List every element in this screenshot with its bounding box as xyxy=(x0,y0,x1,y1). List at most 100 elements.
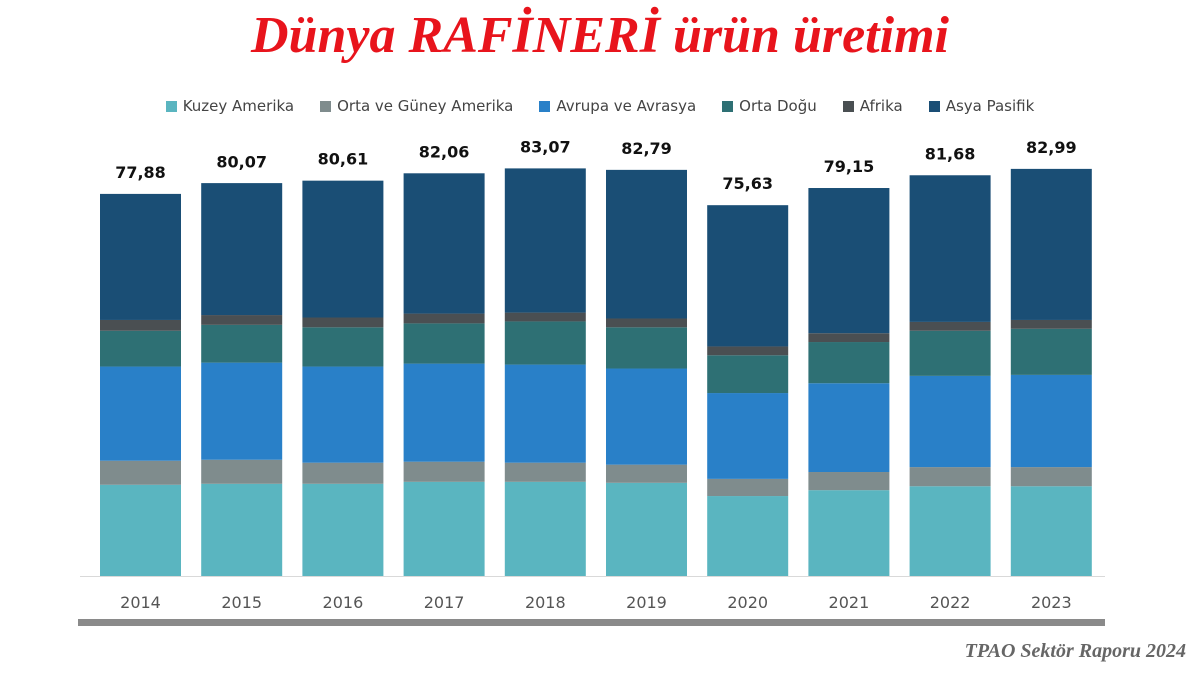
bar-segment xyxy=(302,483,384,576)
chart-title: Dünya RAFİNERİ ürün üretimi xyxy=(251,7,949,64)
bar-segment xyxy=(1010,467,1092,487)
legend-item: Kuzey Amerika xyxy=(165,97,295,115)
total-label: 82,06 xyxy=(419,142,470,161)
bar-segment xyxy=(808,342,890,384)
bar-segment xyxy=(201,315,283,325)
bar-segment xyxy=(808,333,890,343)
bar-segment xyxy=(100,330,181,367)
legend-swatch xyxy=(165,100,177,112)
bar-segment xyxy=(808,188,890,334)
bar-segment xyxy=(504,168,586,313)
bar-segment xyxy=(302,366,384,463)
bar-segment xyxy=(504,462,586,482)
bar-segment xyxy=(201,362,283,460)
total-label: 82,99 xyxy=(1026,138,1077,157)
bar-segment xyxy=(808,383,890,473)
legend-swatch xyxy=(928,100,940,112)
x-tick-label: 2021 xyxy=(829,593,870,612)
divider xyxy=(78,619,1105,626)
bar-segment xyxy=(100,460,181,485)
bar-segment xyxy=(504,364,586,463)
total-label: 82,79 xyxy=(621,139,672,158)
bar-segment xyxy=(707,355,789,394)
x-tick-label: 2015 xyxy=(221,593,262,612)
bar-segment xyxy=(606,169,687,319)
legend-item: Avrupa ve Avrasya xyxy=(539,97,696,115)
bar-segment xyxy=(302,180,384,318)
x-tick-label: 2018 xyxy=(525,593,566,612)
bar-segment xyxy=(909,467,991,487)
bar-segment xyxy=(909,175,991,322)
bar-segment xyxy=(707,496,789,576)
bar-segment xyxy=(909,486,991,576)
bar-segment xyxy=(909,375,991,468)
bar-segment xyxy=(707,393,789,479)
x-tick-label: 2017 xyxy=(424,593,465,612)
total-label: 83,07 xyxy=(520,138,571,157)
legend-item: Afrika xyxy=(842,97,903,115)
bar-segment xyxy=(504,481,586,576)
total-label: 77,88 xyxy=(115,163,166,182)
x-tick-label: 2022 xyxy=(930,593,971,612)
source-note: TPAO Sektör Raporu 2024 xyxy=(964,640,1186,662)
bar-segment xyxy=(1010,374,1092,468)
legend: Kuzey Amerika Orta ve Güney Amerika Avrupa… xyxy=(0,97,1200,115)
bar-segment xyxy=(1010,168,1092,320)
legend-swatch xyxy=(320,100,332,112)
x-tick-label: 2014 xyxy=(120,593,161,612)
x-tick-label: 2020 xyxy=(727,593,768,612)
bar-segment xyxy=(1010,328,1092,375)
bar-segment xyxy=(403,313,485,324)
total-label: 75,63 xyxy=(722,174,773,193)
bar-segment xyxy=(302,317,384,328)
bar-segment xyxy=(808,472,890,491)
legend-label: Orta ve Güney Amerika xyxy=(337,97,514,115)
bar-segment xyxy=(504,321,586,365)
bar-segment xyxy=(100,484,181,576)
bar-segment xyxy=(201,459,283,484)
legend-label: Asya Pasifik xyxy=(945,97,1035,115)
legend-swatch xyxy=(722,100,734,112)
bar-segment xyxy=(504,312,586,322)
bar-segment xyxy=(707,478,789,497)
bar-segment xyxy=(606,482,687,576)
bar-segment xyxy=(606,327,687,369)
bar-segment xyxy=(403,461,485,482)
bar-segment xyxy=(707,205,789,347)
bar-segment xyxy=(100,366,181,461)
bar-segment xyxy=(606,464,687,483)
total-label: 80,61 xyxy=(318,150,369,169)
bar-segment xyxy=(100,319,181,331)
x-tick-label: 2023 xyxy=(1031,593,1072,612)
legend-swatch xyxy=(539,100,551,112)
legend-item: Asya Pasifik xyxy=(928,97,1035,115)
bar-segment xyxy=(201,324,283,363)
total-label: 81,68 xyxy=(925,144,976,163)
total-label: 80,07 xyxy=(216,152,267,171)
bar-segment xyxy=(201,483,283,576)
bar-segment xyxy=(403,323,485,364)
bar-segment xyxy=(909,321,991,331)
bar-segment xyxy=(808,490,890,576)
bar-segment xyxy=(606,368,687,465)
legend-label: Avrupa ve Avrasya xyxy=(556,97,697,115)
legend-label: Kuzey Amerika xyxy=(182,97,295,115)
bar-segment xyxy=(606,318,687,328)
bar-segment xyxy=(302,462,384,484)
legend-label: Orta Doğu xyxy=(739,97,817,115)
legend-item: Orta ve Güney Amerika xyxy=(320,97,513,115)
legend-item: Orta Doğu xyxy=(722,97,817,115)
bar-segment xyxy=(403,173,485,314)
bar-segment xyxy=(1010,319,1092,329)
legend-label: Afrika xyxy=(859,97,903,115)
bar-segment xyxy=(302,327,384,367)
x-tick-label: 2016 xyxy=(323,593,364,612)
bar-segment xyxy=(100,193,181,320)
total-label: 79,15 xyxy=(824,157,875,176)
legend-swatch xyxy=(842,100,854,112)
x-tick-label: 2019 xyxy=(626,593,667,612)
bar-segment xyxy=(707,346,789,356)
bar-segment xyxy=(403,363,485,462)
bar-segment xyxy=(201,183,283,316)
